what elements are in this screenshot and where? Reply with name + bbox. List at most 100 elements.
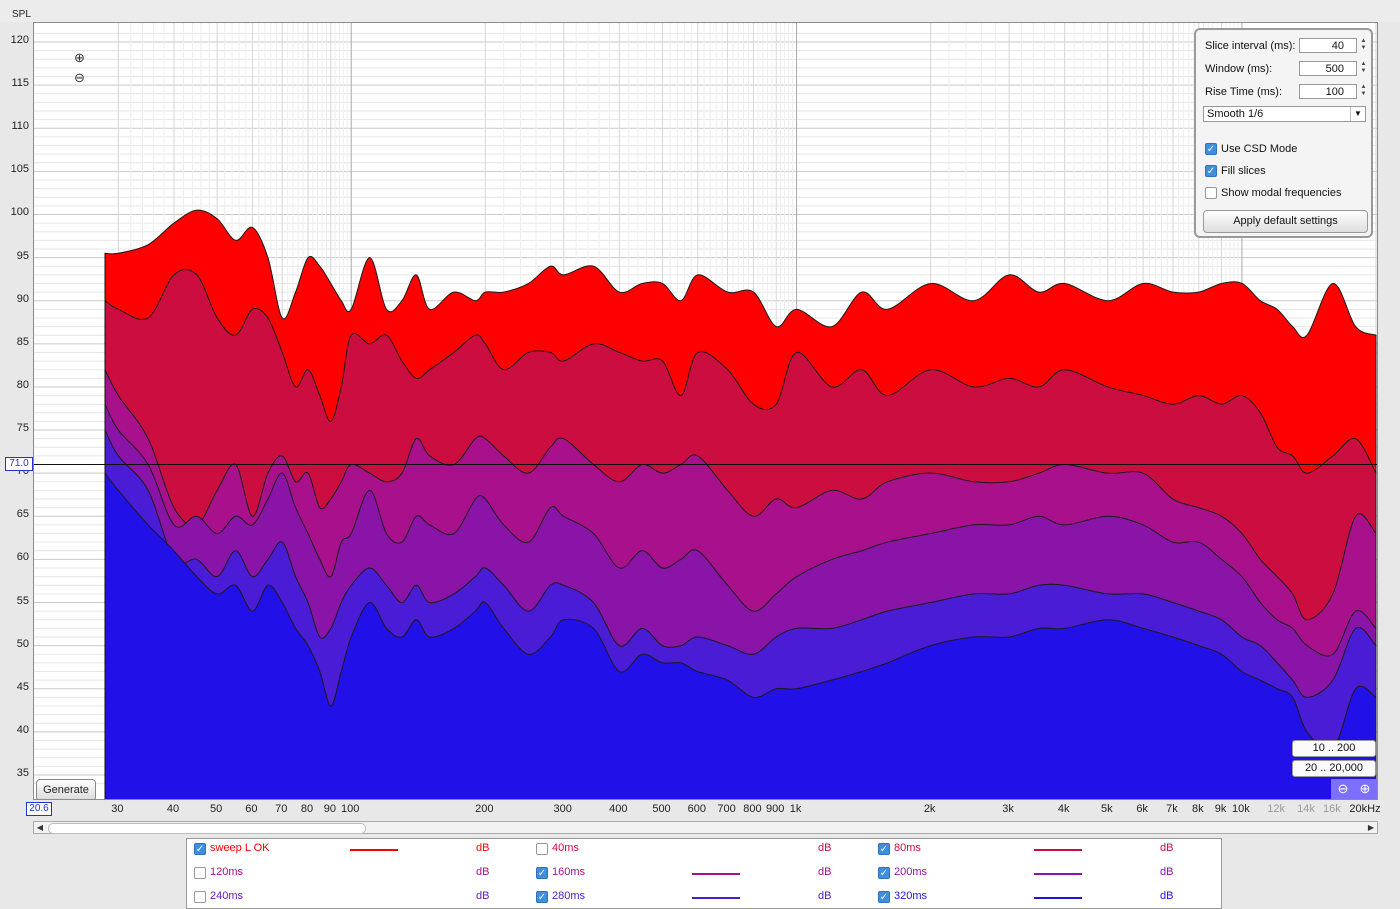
top-toolbar (0, 0, 1400, 22)
x-tick-label: 16k (1322, 803, 1341, 815)
legend-unit: dB (818, 890, 832, 902)
y-tick-label: 50 (16, 637, 29, 650)
legend-name: 200ms (894, 866, 928, 878)
x-tick-label: 20kHz (1349, 803, 1381, 815)
scroll-thumb[interactable] (48, 823, 366, 834)
slice-area-320ms (104, 471, 1377, 799)
use-csd-checkbox[interactable]: ✓ (1205, 143, 1217, 155)
horizontal-scrollbar[interactable]: ◀ ▶ (33, 821, 1378, 834)
x-zoom-controls: ⊖ ⊕ (1331, 779, 1377, 799)
x-tick-label: 10k (1232, 803, 1250, 815)
legend-unit: dB (476, 866, 490, 878)
legend-unit: dB (1160, 842, 1174, 854)
apply-default-settings-button[interactable]: Apply default settings (1203, 210, 1368, 233)
y-tick-label: 90 (16, 292, 29, 305)
legend-unit: dB (818, 866, 832, 878)
x-tick-label: 50 (210, 803, 223, 815)
y-tick-label: 105 (10, 163, 29, 176)
plot-area[interactable]: ⊕ ⊖ Slice interval (ms): 40 ▲ ▼ Window (m… (33, 22, 1378, 800)
y-tick-label: 120 (10, 34, 29, 46)
slice-interval-stepper[interactable]: ▲ ▼ (1360, 38, 1367, 51)
x-tick-label: 900 (766, 803, 785, 815)
x-zoom-in-icon[interactable]: ⊕ (1359, 781, 1371, 796)
zoom-out-icon[interactable]: ⊖ (74, 70, 85, 85)
legend-unit: dB (1160, 866, 1174, 878)
smoothing-select[interactable]: Smooth 1/6 ▼ (1203, 106, 1366, 122)
y-tick-label: 115 (11, 77, 29, 90)
legend-checkbox[interactable] (194, 891, 206, 903)
x-tick-label: 6k (1136, 803, 1148, 815)
legend-unit: dB (476, 890, 490, 902)
slice-interval-input[interactable]: 40 (1299, 38, 1357, 53)
legend-checkbox[interactable] (536, 843, 548, 855)
x-tick-label: 200 (475, 803, 494, 815)
y-tick-label: 40 (16, 723, 29, 736)
y-tick-label: 110 (11, 120, 29, 133)
legend-line-swatch (692, 873, 740, 875)
show-modal-checkbox[interactable] (1205, 187, 1217, 199)
x-tick-label: 2k (923, 803, 936, 815)
x-tick-label: 300 (553, 803, 572, 815)
y-tick-label: 80 (16, 378, 29, 391)
csd-chart[interactable] (34, 23, 1378, 800)
fill-slices-checkbox[interactable]: ✓ (1205, 165, 1217, 177)
zoom-in-icon[interactable]: ⊕ (74, 50, 85, 65)
legend-name: 80ms (894, 842, 921, 854)
x-tick-label: 500 (652, 803, 671, 815)
legend-name: 280ms (552, 890, 586, 902)
legend-checkbox[interactable]: ✓ (194, 843, 206, 855)
legend-checkbox[interactable]: ✓ (878, 843, 890, 855)
generate-button[interactable]: Generate (36, 779, 96, 799)
x-tick-label: 700 (717, 803, 736, 815)
legend-name: 40ms (552, 842, 579, 854)
y-tick-label: 60 (16, 551, 29, 564)
legend-name: 320ms (894, 890, 928, 902)
y-tick-label: 100 (10, 206, 29, 219)
x-tick-label: 30 (111, 803, 124, 815)
legend-table: ✓ sweep L OK dB 40ms dB ✓ 80ms dB 120ms dB ✓ 160ms d… (186, 838, 1222, 909)
y-tick-label: 65 (16, 508, 29, 521)
x-tick-label: 7k (1166, 803, 1178, 815)
legend-name: sweep L OK (210, 842, 270, 854)
window-input[interactable]: 500 (1299, 61, 1357, 76)
window-label: Window (ms): (1205, 63, 1273, 75)
legend-checkbox[interactable]: ✓ (878, 867, 890, 879)
legend-line-swatch (350, 849, 398, 851)
x-tick-label: 8k (1191, 803, 1204, 815)
legend-checkbox[interactable] (194, 867, 206, 879)
x-tick-label: 80 (300, 803, 314, 815)
y-tick-label: 55 (16, 594, 29, 607)
y-tick-label: 75 (16, 422, 29, 435)
legend-line-swatch (1034, 849, 1082, 851)
legend-unit: dB (476, 842, 490, 854)
range-10-200-button[interactable]: 10 .. 200 (1292, 740, 1376, 757)
x-tick-label: 40 (166, 803, 180, 815)
y-tick-label: 95 (16, 249, 29, 262)
x-tick-label: 14k (1297, 803, 1315, 815)
rise-time-stepper[interactable]: ▲ ▼ (1360, 84, 1367, 97)
legend-name: 160ms (552, 866, 586, 878)
legend-line-swatch (1034, 897, 1082, 899)
scroll-right-icon[interactable]: ▶ (1367, 823, 1375, 832)
csd-settings-panel: Slice interval (ms): 40 ▲ ▼ Window (ms): … (1194, 28, 1373, 238)
use-csd-label: Use CSD Mode (1221, 143, 1298, 155)
x-tick-label: 800 (743, 803, 762, 815)
chevron-down-icon[interactable]: ▼ (1350, 107, 1365, 121)
legend-checkbox[interactable]: ✓ (878, 891, 890, 903)
x-tick-label: 600 (687, 803, 706, 815)
x-tick-label: 400 (609, 803, 628, 815)
legend-unit: dB (1160, 890, 1174, 902)
y-axis-title: SPL (12, 9, 31, 20)
x-tick-label: 5k (1101, 803, 1113, 815)
x-zoom-out-icon[interactable]: ⊖ (1337, 781, 1349, 796)
legend-checkbox[interactable]: ✓ (536, 891, 548, 903)
rise-time-input[interactable]: 100 (1299, 84, 1357, 99)
range-20-20000-button[interactable]: 20 .. 20,000 (1292, 760, 1376, 777)
fill-slices-label: Fill slices (1221, 165, 1266, 177)
scroll-left-icon[interactable]: ◀ (36, 823, 44, 832)
x-tick-label: 9k (1214, 803, 1227, 815)
window-stepper[interactable]: ▲ ▼ (1360, 61, 1367, 74)
slice-interval-label: Slice interval (ms): (1205, 40, 1296, 52)
show-modal-label: Show modal frequencies (1221, 187, 1342, 199)
legend-checkbox[interactable]: ✓ (536, 867, 548, 879)
